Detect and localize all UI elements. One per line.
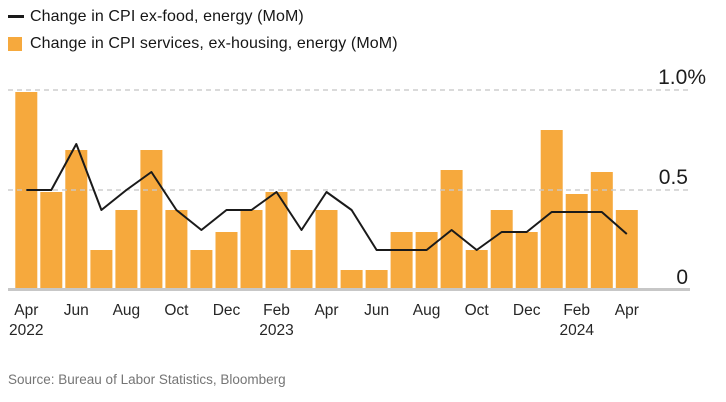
bar-may-2023 [340,270,363,289]
bar-feb-2024 [565,194,588,289]
bar-jun-2023 [365,270,388,289]
legend: Change in CPI ex-food, energy (MoM) Chan… [8,3,398,57]
bar-jul-2022 [90,250,113,289]
bar-oct-2023 [465,250,488,289]
x-tick-year-label-2023: 2023 [259,322,293,339]
x-tick-label-feb-2024: Feb [563,302,590,319]
x-tick-label-jun: Jun [364,302,389,319]
bar-series-swatch-icon [8,36,22,51]
bar-jun-2022 [65,150,88,289]
x-tick-label-apr: Apr [314,302,338,319]
x-tick-label-dec: Dec [513,302,541,319]
y-tick-label-1.0pct: 1.0% [658,66,706,89]
bar-mar-2023 [290,250,313,289]
x-tick-label-jun: Jun [64,302,89,319]
bar-apr-2024 [615,210,638,289]
bar-dec-2023 [515,232,538,289]
legend-label-bar-series: Change in CPI services, ex-housing, ener… [30,34,398,52]
x-tick-label-dec: Dec [213,302,241,319]
line-series-swatch-icon [8,15,24,18]
bar-feb-2023 [265,192,288,289]
x-tick-label-aug: Aug [113,302,141,319]
bar-jan-2024 [540,130,563,289]
bar-sep-2022 [140,150,163,289]
bar-aug-2023 [415,232,438,289]
y-tick-label-0: 0 [676,266,688,289]
x-tick-year-label-2024: 2024 [559,322,594,339]
source-note: Source: Bureau of Labor Statistics, Bloo… [8,372,286,387]
legend-symbol-column [8,15,30,18]
x-tick-label-apr-2022: Apr [14,302,38,319]
cpi-core-line [26,143,628,251]
bar-nov-2022 [190,250,213,289]
bar-mar-2024 [590,172,613,289]
bar-nov-2023 [490,210,513,289]
bar-may-2022 [40,192,63,289]
legend-item-bar-series: Change in CPI services, ex-housing, ener… [8,30,398,57]
x-axis-line [8,288,690,291]
x-tick-label-oct: Oct [465,302,490,319]
x-tick-year-label-2022: 2022 [9,322,43,339]
bar-dec-2022 [215,232,238,289]
legend-symbol-column [8,36,30,51]
bar-jul-2023 [390,232,413,289]
bar-oct-2022 [165,210,188,289]
bar-aug-2022 [115,210,138,289]
y-tick-label-0.5: 0.5 [659,166,688,189]
x-tick-label-apr: Apr [615,302,639,319]
legend-label-line-series: Change in CPI ex-food, energy (MoM) [30,7,304,25]
bar-apr-2023 [315,210,338,289]
bar-jan-2023 [240,210,263,289]
legend-item-line-series: Change in CPI ex-food, energy (MoM) [8,3,398,30]
x-tick-label-feb-2023: Feb [263,302,290,319]
x-tick-label-oct: Oct [164,302,189,319]
x-tick-label-aug: Aug [413,302,441,319]
